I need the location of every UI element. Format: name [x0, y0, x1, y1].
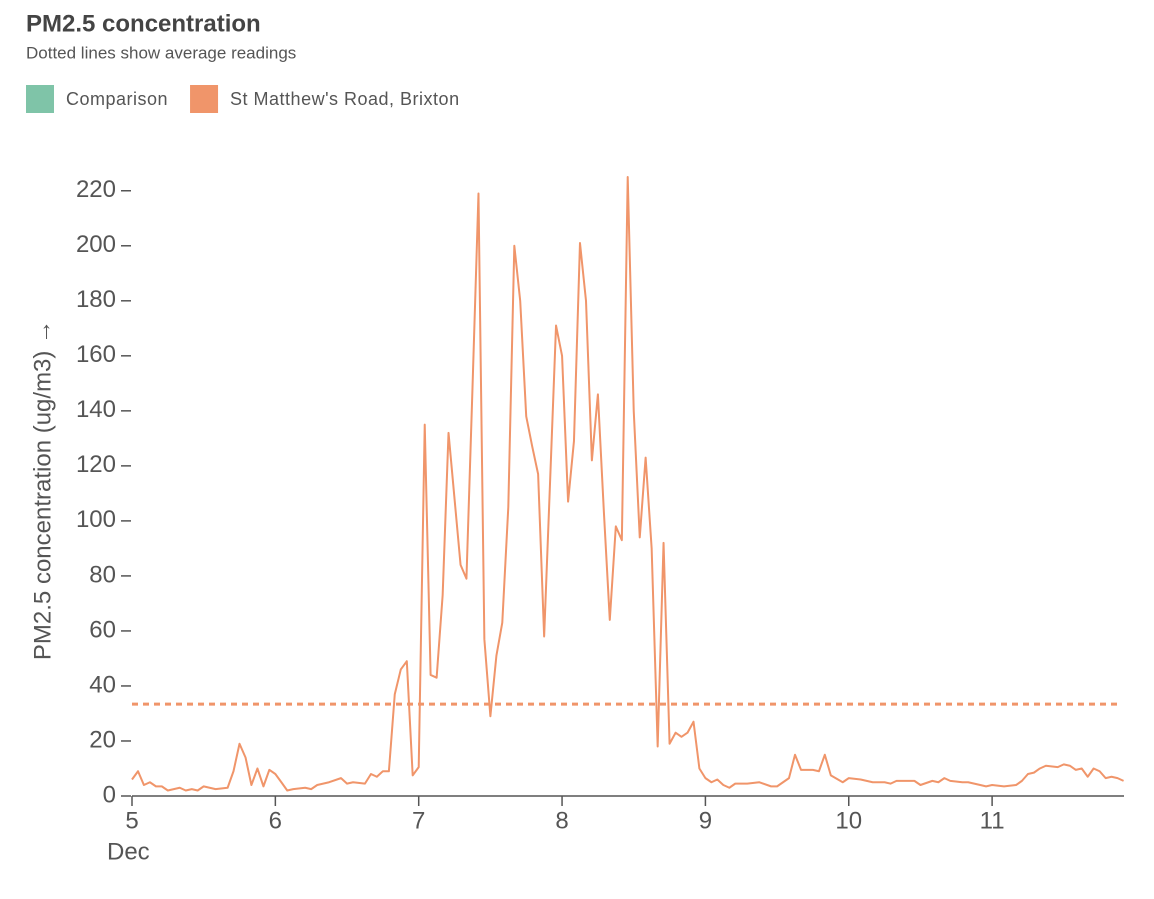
y-tick-label: 0 [103, 781, 116, 808]
x-tick-label: 11 [980, 807, 1005, 834]
y-tick-label: 40 [89, 671, 116, 698]
y-tick-label: 60 [89, 616, 116, 643]
y-tick-label: 200 [76, 231, 116, 258]
y-tick-label: 180 [76, 286, 116, 313]
x-tick-label: 6 [269, 807, 282, 834]
legend-label: St Matthew's Road, Brixton [230, 89, 460, 109]
chart-subtitle: Dotted lines show average readings [26, 43, 296, 62]
y-tick-label: 160 [76, 341, 116, 368]
y-tick-label: 80 [89, 561, 116, 588]
x-tick-label: 8 [555, 807, 568, 834]
y-tick-label: 220 [76, 176, 116, 203]
legend-label: Comparison [66, 89, 168, 109]
chart-title: PM2.5 concentration [26, 10, 261, 37]
x-tick-label: 10 [835, 807, 862, 834]
x-month-label: Dec [107, 838, 150, 865]
legend-swatch [26, 85, 54, 113]
x-tick-label: 9 [699, 807, 712, 834]
y-tick-label: 100 [76, 506, 116, 533]
legend-swatch [190, 85, 219, 113]
x-tick-label: 7 [412, 807, 425, 834]
y-tick-label: 140 [76, 396, 116, 423]
x-tick-label: 5 [125, 807, 138, 834]
y-tick-label: 20 [89, 726, 116, 753]
y-axis-title: PM2.5 concentration (ug/m3) → [29, 320, 56, 660]
series-line [131, 176, 1124, 792]
y-tick-label: 120 [76, 451, 116, 478]
